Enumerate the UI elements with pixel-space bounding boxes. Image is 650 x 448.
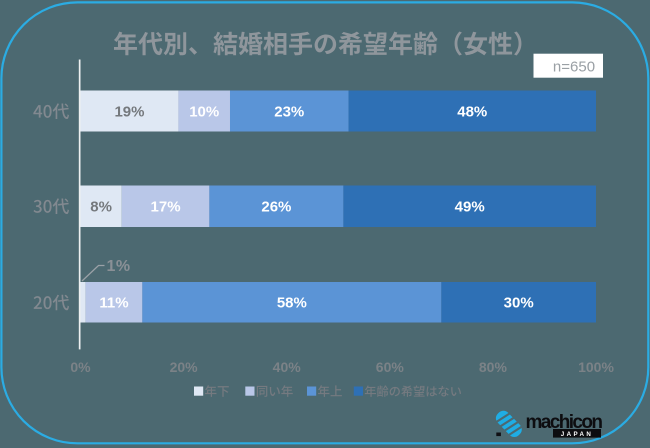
svg-text:40%: 40% (273, 359, 302, 375)
svg-text:100%: 100% (578, 359, 614, 375)
svg-text:80%: 80% (479, 359, 508, 375)
svg-text:11%: 11% (99, 295, 128, 312)
svg-text:10%: 10% (189, 103, 219, 120)
svg-text:58%: 58% (277, 295, 307, 312)
svg-text:23%: 23% (274, 103, 304, 120)
svg-text:1%: 1% (107, 258, 131, 275)
svg-text:20%: 20% (170, 359, 199, 375)
svg-text:26%: 26% (261, 199, 291, 216)
svg-text:17%: 17% (151, 199, 181, 216)
svg-text:JAPAN: JAPAN (561, 431, 594, 438)
svg-text:n=650: n=650 (553, 59, 595, 76)
svg-text:0%: 0% (70, 359, 91, 375)
svg-text:19%: 19% (114, 103, 144, 120)
svg-text:49%: 49% (455, 199, 485, 216)
svg-text:machicon: machicon (526, 412, 603, 433)
svg-text:8%: 8% (90, 199, 112, 216)
svg-text:60%: 60% (376, 359, 405, 375)
svg-text:48%: 48% (457, 103, 487, 120)
svg-text:30%: 30% (504, 295, 534, 312)
